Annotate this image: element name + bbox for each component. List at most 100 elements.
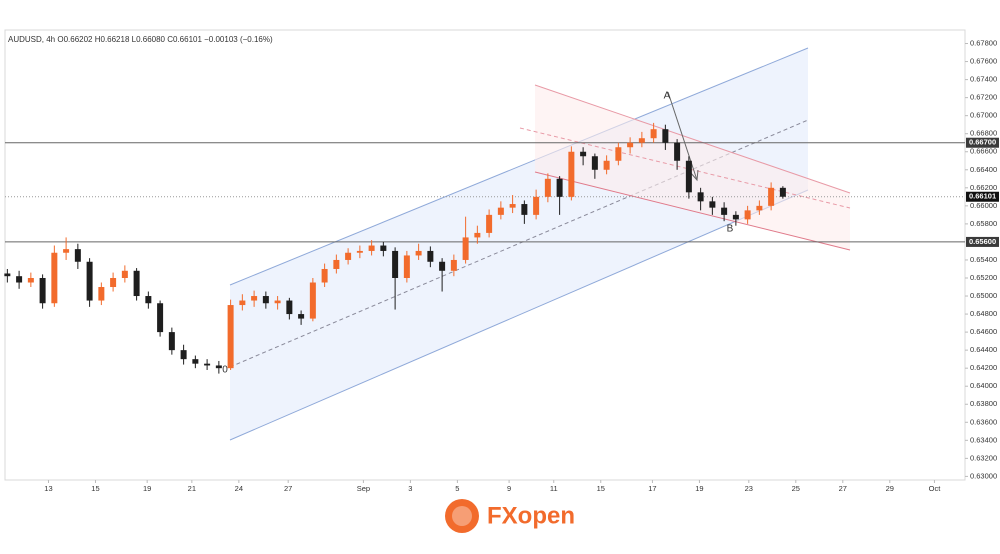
candle-body — [462, 237, 469, 260]
candle-body — [756, 205, 763, 211]
y-tick-label: 0.63800 — [970, 399, 997, 408]
x-tick-label: 23 — [745, 484, 753, 493]
y-tick-label: 0.66000 — [970, 201, 997, 210]
x-tick-label: 27 — [284, 484, 292, 493]
down-channel-mid — [519, 127, 851, 209]
candle-body — [227, 305, 234, 369]
channel-lower — [229, 189, 809, 441]
candle-body — [192, 359, 199, 364]
candle-body — [486, 214, 493, 233]
candle-body — [497, 207, 504, 215]
y-tick-label: 0.64600 — [970, 327, 997, 336]
x-tick-label: 13 — [44, 484, 52, 493]
candle-body — [274, 300, 281, 304]
logo: FXopen — [445, 499, 575, 533]
logo-icon — [445, 499, 479, 533]
candle-body — [544, 178, 551, 197]
candle-body — [474, 232, 481, 238]
candle-body — [450, 259, 457, 271]
down-channel-upper — [534, 84, 851, 194]
candle-body — [368, 245, 375, 251]
candle-body — [615, 147, 622, 161]
candle-body — [251, 296, 258, 301]
x-tick-label: 3 — [408, 484, 412, 493]
candle-body — [685, 160, 692, 193]
x-tick-label: Oct — [929, 484, 942, 493]
candle-body — [779, 187, 786, 197]
price-level-label: 0.65600 — [969, 237, 996, 246]
candle-body — [110, 277, 117, 288]
candle-body — [650, 129, 657, 139]
x-tick-label: 11 — [550, 484, 558, 493]
channel-fill — [230, 48, 808, 440]
y-tick-label: 0.66400 — [970, 165, 997, 174]
candle-body — [603, 160, 610, 170]
y-tick-label: 0.65400 — [970, 255, 997, 264]
y-tick-label: 0.63600 — [970, 417, 997, 426]
candle-body — [638, 138, 645, 143]
candle-body — [439, 261, 446, 271]
candle-body — [16, 276, 23, 283]
candle-body — [239, 300, 246, 306]
arrow-head — [689, 169, 699, 182]
annotation: 0 — [222, 365, 228, 376]
candle-body — [27, 277, 34, 283]
x-tick-label: 24 — [235, 484, 243, 493]
y-tick-label: 0.66200 — [970, 183, 997, 192]
candle-body — [556, 178, 563, 197]
x-tick-label: 27 — [839, 484, 847, 493]
candle-body — [403, 255, 410, 278]
y-tick-label: 0.65200 — [970, 273, 997, 282]
candle-body — [51, 252, 58, 304]
candle-body — [133, 270, 140, 297]
x-tick-label: 17 — [648, 484, 656, 493]
candle-body — [591, 156, 598, 170]
y-tick-label: 0.67800 — [970, 39, 997, 48]
candle-body — [98, 287, 105, 301]
y-tick-label: 0.67200 — [970, 93, 997, 102]
candle-body — [768, 187, 775, 206]
y-tick-label: 0.67600 — [970, 57, 997, 66]
y-tick-label: 0.63400 — [970, 435, 997, 444]
candle-body — [309, 282, 316, 319]
y-tick-label: 0.65000 — [970, 291, 997, 300]
x-tick-label: 15 — [91, 484, 99, 493]
x-tick-label: Sep — [357, 484, 370, 493]
x-tick-label: 19 — [695, 484, 703, 493]
channel-upper — [229, 47, 809, 286]
candle-body — [721, 207, 728, 215]
plot-frame — [4, 29, 966, 481]
candle-body — [674, 142, 681, 161]
candle-body — [4, 273, 11, 277]
y-tick-label: 0.64200 — [970, 363, 997, 372]
candle-body — [74, 249, 81, 262]
x-tick-label: 25 — [792, 484, 800, 493]
candle-body — [380, 245, 387, 251]
y-tick-label: 0.66600 — [970, 147, 997, 156]
price-level-box — [966, 191, 999, 202]
candle-body — [580, 151, 587, 157]
candle-body — [215, 365, 222, 369]
x-tick-label: 29 — [886, 484, 894, 493]
candle-body — [333, 259, 340, 269]
x-tick-label: 21 — [188, 484, 196, 493]
candle-body — [145, 296, 152, 304]
annotation: B — [727, 224, 734, 235]
candle-body — [345, 252, 352, 260]
logo-text: FXopen — [487, 502, 575, 529]
candle-body — [697, 192, 704, 202]
candle-body — [298, 314, 305, 319]
annotation: A — [664, 91, 671, 102]
candle-body — [121, 270, 128, 278]
x-tick-label: 9 — [507, 484, 511, 493]
candle-body — [627, 142, 634, 148]
down-channel-lower — [534, 171, 851, 251]
symbol-header: AUDUSD, 4h O0.66202 H0.66218 L0.66080 C0… — [8, 35, 273, 44]
y-tick-label: 0.64800 — [970, 309, 997, 318]
y-tick-label: 0.66800 — [970, 129, 997, 138]
y-tick-label: 0.64400 — [970, 345, 997, 354]
candle-body — [86, 261, 93, 301]
candle-body — [321, 268, 328, 283]
price-level-label: 0.66700 — [969, 138, 996, 147]
y-tick-label: 0.67400 — [970, 75, 997, 84]
